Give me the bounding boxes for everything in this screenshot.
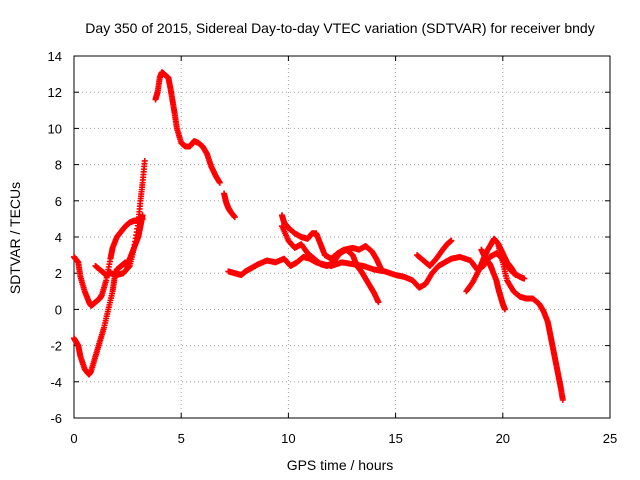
y-tick-label: -4 [50, 375, 62, 390]
data-point [231, 214, 238, 221]
y-tick-label: 14 [48, 49, 62, 64]
x-tick-label: 15 [388, 431, 402, 446]
data-point [501, 306, 508, 313]
x-tick-label: 5 [178, 431, 185, 446]
data-series-I [414, 237, 455, 269]
data-point [448, 237, 455, 244]
y-tick-label: 8 [55, 158, 62, 173]
y-tick-label: -6 [50, 411, 62, 426]
data-series-E [221, 190, 238, 221]
chart-title: Day 350 of 2015, Sidereal Day-to-day VTE… [85, 20, 594, 36]
data-point [559, 396, 566, 403]
y-tick-label: 12 [48, 85, 62, 100]
data-points [71, 69, 566, 403]
data-point [521, 275, 528, 282]
x-axis-label: GPS time / hours [287, 457, 394, 473]
y-tick-label: -2 [50, 339, 62, 354]
axis-ticks: 0 5 10 15 20 25 -6 -4 -2 0 2 4 6 8 10 12 14 [48, 49, 618, 446]
data-point [139, 212, 146, 219]
x-tick-label: 25 [603, 431, 617, 446]
y-tick-label: 4 [55, 230, 62, 245]
data-series-L [495, 243, 566, 403]
data-point [512, 272, 519, 279]
y-tick-label: 10 [48, 121, 62, 136]
data-series-D [152, 69, 223, 186]
data-series-C [92, 157, 148, 279]
data-point [125, 263, 132, 270]
y-axis-label: SDTVAR / TECUs [7, 182, 23, 294]
grid-lines [74, 56, 610, 418]
data-series-H [278, 223, 382, 306]
data-series-K [478, 246, 508, 313]
data-series-A [71, 215, 146, 309]
y-tick-label: 0 [55, 302, 62, 317]
data-point [216, 179, 223, 186]
data-point [375, 299, 382, 306]
data-point [377, 264, 384, 271]
y-tick-label: 2 [55, 266, 62, 281]
y-tick-label: 6 [55, 194, 62, 209]
data-point [141, 157, 148, 164]
x-tick-label: 10 [281, 431, 295, 446]
x-tick-label: 20 [496, 431, 510, 446]
x-tick-label: 0 [70, 431, 77, 446]
